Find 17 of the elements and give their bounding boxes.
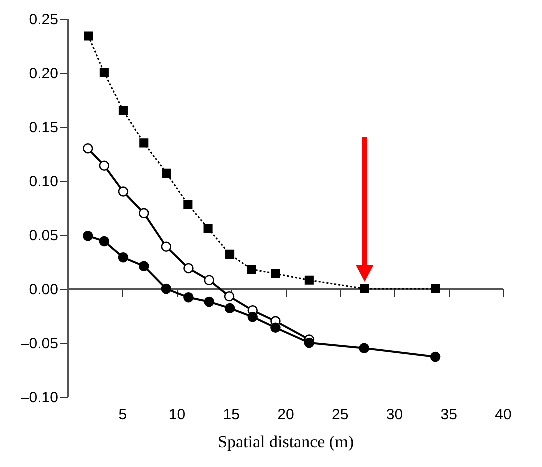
x-tick-label: 25	[332, 406, 349, 424]
y-tick-label: 0.10	[29, 174, 58, 190]
y-tick-label: –0.05	[20, 336, 58, 352]
x-tick-label: 5	[118, 406, 128, 424]
y-tick-label: 0.25	[29, 12, 58, 28]
x-axis-title: Spatial distance (m)	[218, 432, 354, 452]
y-tick-label: –0.10	[20, 390, 58, 406]
x-tick-label: 35	[440, 406, 458, 424]
y-tick-label: 0.20	[29, 66, 58, 82]
x-tick-label: 10	[168, 406, 186, 424]
x-tick-label: 30	[386, 406, 404, 424]
y-tick-label: 0.05	[29, 228, 58, 244]
x-tick-label: 15	[223, 406, 240, 424]
y-tick-label: 0.15	[29, 120, 58, 136]
x-tick-label: 40	[495, 406, 512, 424]
y-tick-label: 0.00	[29, 282, 58, 298]
x-tick-label: 20	[278, 406, 294, 424]
